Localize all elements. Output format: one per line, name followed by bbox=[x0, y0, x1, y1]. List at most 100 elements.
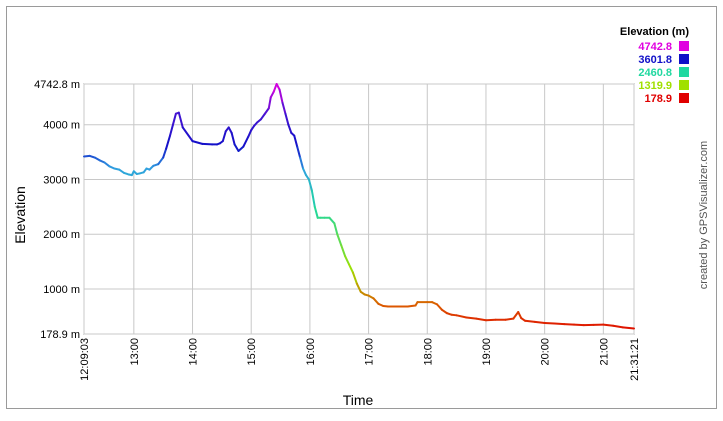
line-segment bbox=[484, 318, 497, 322]
line-segment bbox=[572, 323, 585, 327]
y-tick-label: 2000 m bbox=[43, 229, 80, 241]
line-segment bbox=[278, 88, 284, 104]
y-tick-label: 4742.8 m bbox=[34, 79, 80, 91]
line-segment bbox=[263, 107, 270, 115]
line-segment bbox=[103, 161, 111, 168]
line-segment bbox=[227, 126, 233, 134]
x-tick-label: 21:31:21 bbox=[629, 338, 641, 381]
x-tick-label: 16:00 bbox=[305, 338, 317, 366]
line-segment bbox=[602, 323, 615, 327]
line-segment bbox=[296, 145, 302, 159]
line-segment bbox=[328, 216, 336, 225]
line-segment bbox=[284, 112, 290, 126]
legend-title: Elevation (m) bbox=[620, 26, 689, 38]
x-axis-title: Time bbox=[343, 392, 374, 408]
line-segment bbox=[351, 271, 358, 285]
line-segment bbox=[344, 255, 351, 266]
line-segment bbox=[230, 131, 236, 146]
chart-frame: 178.9 m 1000 m 2000 m 3000 m 4000 m 4742.8 m … bbox=[6, 6, 717, 409]
credit-text: created by GPSVisualizer.com bbox=[698, 141, 710, 289]
legend-swatch bbox=[679, 67, 689, 77]
line-segment bbox=[169, 123, 174, 137]
line-segment bbox=[348, 263, 354, 274]
line-segment bbox=[237, 145, 245, 152]
line-segment bbox=[475, 317, 487, 322]
line-segment bbox=[201, 142, 214, 146]
line-segment bbox=[177, 111, 184, 129]
grid bbox=[83, 83, 635, 335]
line-segment bbox=[436, 303, 443, 311]
line-segment bbox=[269, 90, 275, 99]
line-segment bbox=[512, 311, 520, 320]
x-tick-label: 14:00 bbox=[188, 338, 200, 366]
line-segment bbox=[247, 129, 253, 138]
x-tick-label: 12:09:03 bbox=[79, 338, 91, 381]
line-segment bbox=[504, 317, 515, 321]
elevation-line bbox=[83, 83, 635, 330]
line-segment bbox=[293, 134, 299, 148]
line-segment bbox=[533, 320, 546, 324]
x-tick-label: 21:00 bbox=[598, 338, 610, 366]
y-tick-label: 4000 m bbox=[43, 120, 80, 132]
x-tick-label: 20:00 bbox=[540, 338, 552, 366]
y-axis-title: Elevation bbox=[12, 186, 28, 244]
line-segment bbox=[281, 101, 287, 115]
line-segment bbox=[259, 112, 266, 121]
x-tick-label: 19:00 bbox=[481, 338, 493, 366]
line-segment bbox=[333, 222, 339, 236]
line-segment bbox=[275, 83, 281, 91]
line-segment bbox=[313, 205, 319, 219]
y-tick-label: 1000 m bbox=[43, 284, 80, 296]
line-segment bbox=[465, 316, 478, 320]
line-segment bbox=[340, 244, 347, 258]
y-tick-label: 3000 m bbox=[43, 174, 80, 186]
line-segment bbox=[517, 311, 523, 320]
legend-swatch bbox=[679, 41, 689, 51]
line-segment bbox=[563, 323, 575, 326]
x-tick-label: 18:00 bbox=[422, 338, 434, 366]
line-segment bbox=[336, 233, 343, 247]
line-segment bbox=[302, 167, 307, 177]
line-segment bbox=[157, 156, 165, 166]
y-tick-label: 178.9 m bbox=[40, 329, 80, 341]
line-segment bbox=[233, 143, 240, 152]
line-segment bbox=[162, 147, 168, 159]
line-segment bbox=[310, 189, 316, 208]
line-segment bbox=[524, 319, 536, 323]
line-segment bbox=[455, 314, 468, 319]
line-segment bbox=[165, 134, 172, 150]
line-segment bbox=[355, 282, 362, 293]
x-tick-label: 17:00 bbox=[364, 338, 376, 366]
legend-entry-label: 4742.8 bbox=[638, 41, 672, 53]
line-segment bbox=[299, 156, 305, 170]
x-tick-labels: 12:09:03 13:00 14:00 15:00 16:00 17:00 18:00 19… bbox=[79, 338, 641, 381]
y-tick-labels: 178.9 m 1000 m 2000 m 3000 m 4000 m 4742.8 m bbox=[34, 79, 80, 341]
legend-swatch bbox=[679, 93, 689, 103]
plot-border bbox=[83, 83, 635, 335]
line-segment bbox=[287, 123, 293, 134]
line-segment bbox=[267, 96, 272, 110]
legend-entry-label: 178.9 bbox=[644, 93, 672, 105]
line-segment bbox=[181, 126, 194, 143]
x-tick-label: 15:00 bbox=[246, 338, 258, 366]
line-segment bbox=[543, 321, 556, 325]
legend-entry-label: 1319.9 bbox=[638, 80, 672, 92]
legend-swatch bbox=[679, 54, 689, 64]
line-segment bbox=[612, 324, 624, 329]
line-segment bbox=[621, 326, 635, 330]
line-segment bbox=[406, 304, 417, 308]
line-segment bbox=[272, 83, 278, 93]
legend-entry-label: 3601.8 bbox=[638, 54, 672, 66]
line-segment bbox=[553, 322, 566, 326]
line-segment bbox=[307, 178, 313, 192]
legend-swatch bbox=[679, 80, 689, 90]
line-segment bbox=[171, 112, 177, 126]
line-segment bbox=[191, 140, 204, 145]
line-segment bbox=[372, 297, 380, 305]
x-tick-label: 13:00 bbox=[129, 338, 141, 366]
line-segment bbox=[242, 135, 250, 148]
legend: Elevation (m) 4742.83601.82460.81319.917… bbox=[620, 26, 689, 105]
line-segment bbox=[221, 130, 227, 143]
legend-entry-label: 2460.8 bbox=[638, 67, 672, 79]
